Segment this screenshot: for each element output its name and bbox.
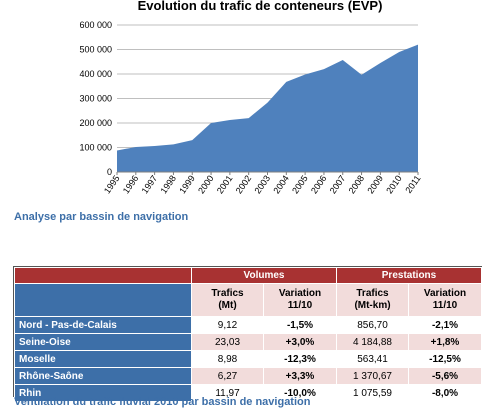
x-tick-label: 2002	[234, 173, 254, 195]
x-tick-label: 2004	[271, 173, 291, 195]
x-tick-label: 2006	[309, 173, 329, 195]
row-label: Rhin	[14, 384, 192, 402]
traffic-table: Volumes Prestations Trafics (Mt) Variatio…	[14, 267, 482, 402]
x-tick-label: 1996	[121, 173, 141, 195]
y-axis-ticks: 0 100 000 200 000 300 000 400 000 500 000 600 …	[79, 20, 112, 177]
row-label: Seine-Oise	[14, 333, 192, 351]
x-tick-label: 2011	[403, 173, 422, 195]
subheader-vol-variation: Variation 11/10	[263, 283, 337, 317]
chart-title: Evolution du trafic de conteneurs (EVP)	[138, 0, 383, 13]
x-tick-label: 2008	[347, 173, 367, 195]
subheader-line1: Variation	[278, 288, 322, 299]
cell-vol: 23,03	[191, 333, 264, 351]
cell-prest: 1 370,67	[336, 367, 409, 385]
x-tick-label: 2010	[384, 173, 404, 195]
table-row: Seine-Oise 23,03 +3,0% 4 184,88 +1,8%	[14, 333, 482, 351]
subheader-line1: Variation	[423, 288, 467, 299]
subheader-line2: (Mt-km)	[354, 300, 391, 311]
y-tick-label: 100 000	[79, 143, 112, 153]
x-tick-label: 2005	[290, 173, 310, 195]
chart-area-layer	[117, 44, 418, 173]
subheader-line2: 11/10	[432, 300, 458, 311]
x-tick-label: 2001	[215, 173, 235, 195]
x-tick-label: 1995	[102, 173, 122, 195]
cell-prest-var: -8,0%	[408, 384, 482, 402]
subheader-prest-trafics: Trafics (Mt-km)	[336, 283, 409, 317]
cell-prest-var: -12,5%	[408, 350, 482, 368]
row-label: Rhône-Saône	[14, 367, 192, 385]
cell-vol-var: -12,3%	[263, 350, 337, 368]
cell-prest: 1 075,59	[336, 384, 409, 402]
subheader-vol-trafics: Trafics (Mt)	[191, 283, 264, 317]
cell-prest: 4 184,88	[336, 333, 409, 351]
table-caption: Ventilation du trafic fluvial 2010 par b…	[14, 396, 311, 408]
analysis-caption: Analyse par bassin de navigation	[14, 211, 189, 223]
cell-vol-var: +3,3%	[263, 367, 337, 385]
y-tick-label: 400 000	[79, 69, 112, 79]
cell-vol-var: -1,5%	[263, 316, 337, 334]
cell-vol: 9,12	[191, 316, 264, 334]
subheader-line1: Trafics	[211, 288, 244, 299]
row-label: Nord - Pas-de-Calais	[14, 316, 192, 334]
subheader-blank	[14, 283, 192, 317]
row-label: Moselle	[14, 350, 192, 368]
table-corner-header	[14, 267, 192, 284]
area-series	[117, 44, 418, 172]
x-axis-ticks: 1995 1996 1997 1998 1999 2000 2001 2002 2003 2004…	[102, 172, 423, 196]
table-row: Rhône-Saône 6,27 +3,3% 1 370,67 -5,6%	[14, 367, 482, 385]
x-tick-label: 2003	[252, 173, 272, 195]
cell-prest-var: -2,1%	[408, 316, 482, 334]
group-header-volumes: Volumes	[191, 267, 337, 284]
cell-vol: 8,98	[191, 350, 264, 368]
y-tick-label: 300 000	[79, 94, 112, 104]
cell-vol: 11,97	[191, 384, 264, 402]
y-tick-label: 600 000	[79, 20, 112, 30]
cell-prest-var: +1,8%	[408, 333, 482, 351]
x-tick-label: 1998	[158, 173, 178, 195]
subheader-line1: Trafics	[356, 288, 389, 299]
container-traffic-chart: Evolution du trafic de conteneurs (EVP) …	[79, 0, 423, 196]
x-tick-label: 1997	[140, 173, 160, 195]
subheader-line2: 11/10	[287, 300, 313, 311]
y-tick-label: 200 000	[79, 118, 112, 128]
x-tick-label: 2007	[328, 173, 348, 195]
subheader-line2: (Mt)	[218, 300, 237, 311]
table-row: Rhin 11,97 -10,0% 1 075,59 -8,0%	[14, 384, 482, 402]
cell-prest: 563,41	[336, 350, 409, 368]
table-row: Nord - Pas-de-Calais 9,12 -1,5% 856,70 -…	[14, 316, 482, 334]
table-row: Moselle 8,98 -12,3% 563,41 -12,5%	[14, 350, 482, 368]
subheader-prest-variation: Variation 11/10	[408, 283, 482, 317]
x-tick-label: 1999	[177, 173, 197, 195]
cell-prest-var: -5,6%	[408, 367, 482, 385]
x-tick-label: 2000	[196, 173, 216, 195]
cell-vol: 6,27	[191, 367, 264, 385]
y-tick-label: 500 000	[79, 45, 112, 55]
cell-prest: 856,70	[336, 316, 409, 334]
y-tick-label: 0	[107, 167, 112, 177]
x-tick-label: 2009	[365, 173, 385, 195]
group-header-prestations: Prestations	[336, 267, 482, 284]
cell-vol-var: +3,0%	[263, 333, 337, 351]
